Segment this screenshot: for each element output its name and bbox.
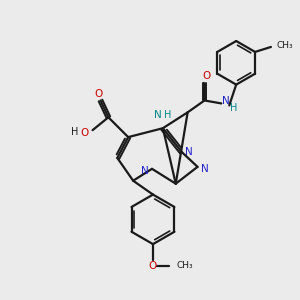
Text: H: H xyxy=(164,110,172,120)
Text: O: O xyxy=(94,88,103,98)
Text: O: O xyxy=(202,71,211,81)
Text: CH₃: CH₃ xyxy=(277,41,293,50)
Text: N: N xyxy=(141,166,149,176)
Text: O: O xyxy=(80,128,89,138)
Text: O: O xyxy=(149,261,157,271)
Text: N: N xyxy=(222,97,230,106)
Text: H: H xyxy=(230,103,237,113)
Text: N: N xyxy=(201,164,208,174)
Text: N: N xyxy=(185,147,193,157)
Text: N: N xyxy=(154,110,162,120)
Text: H: H xyxy=(71,127,78,137)
Text: CH₃: CH₃ xyxy=(177,261,194,270)
